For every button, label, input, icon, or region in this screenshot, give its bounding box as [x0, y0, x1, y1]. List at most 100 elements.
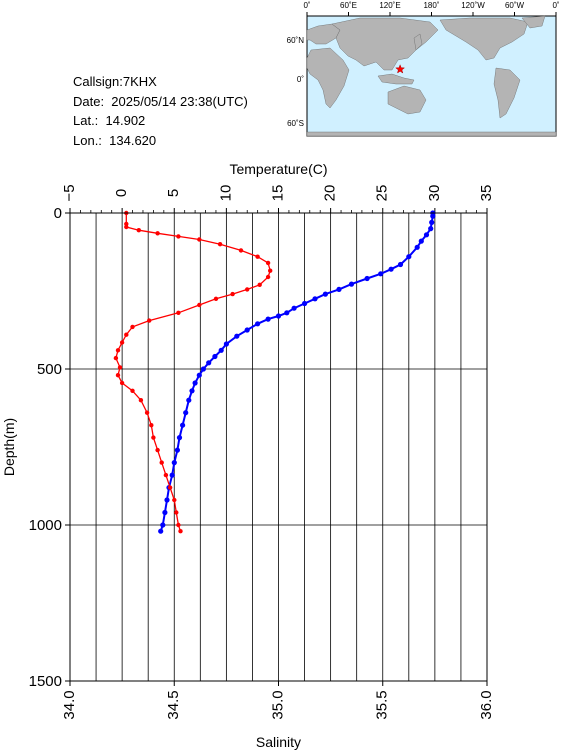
depth-tick-label: 0	[54, 205, 62, 222]
salinity-point	[172, 497, 177, 503]
temperature-point	[206, 360, 212, 366]
salinity-point	[238, 248, 244, 253]
temperature-axis-ticks: −5 0 5 10 15 20 25 30 35	[61, 184, 495, 213]
temperature-point	[423, 232, 430, 238]
salinity-point	[149, 423, 154, 428]
land-africa	[306, 47, 350, 109]
salinity-point	[138, 398, 144, 403]
grid-lines	[70, 213, 487, 681]
salinity-point	[151, 435, 156, 440]
salinity-point	[197, 302, 202, 308]
salinity-point	[159, 460, 164, 465]
salinity-point	[119, 340, 125, 345]
temperature-point	[192, 380, 198, 386]
salinity-tick-label: 34.0	[61, 690, 78, 719]
temperature-axis-title: Temperature(C)	[229, 161, 327, 177]
salinity-point	[115, 373, 121, 378]
salinity-point	[155, 231, 160, 236]
land-north-america	[439, 17, 529, 61]
station-info: Callsign:7KHX Date: 2025/05/14 23:38(UTC…	[73, 72, 248, 150]
temperature-point	[406, 254, 412, 260]
salinity-point	[124, 332, 129, 337]
temperature-tick-label: 30	[426, 185, 443, 202]
salinity-point	[144, 410, 150, 415]
depth-tick-label: 500	[37, 361, 62, 378]
map-top-tick-label: 60˚W	[505, 1, 525, 10]
temperature-point	[218, 347, 224, 353]
temperature-tick-label: 0	[113, 189, 130, 197]
salinity-point	[163, 472, 169, 478]
temperature-point	[378, 271, 384, 277]
land-japan	[413, 33, 423, 51]
temperature-tick-label: −5	[61, 184, 78, 201]
temperature-point	[183, 410, 189, 416]
salinity-point	[124, 224, 129, 230]
temperature-point	[158, 528, 164, 534]
salinity-point	[147, 318, 152, 323]
map-top-tick-label: 0˚	[303, 1, 310, 10]
temperature-point	[171, 460, 177, 466]
temperature-point	[302, 300, 308, 307]
temperature-point	[255, 321, 261, 327]
temperature-point	[348, 281, 355, 287]
map-latitude-labels: 60˚N 0˚ 60˚S	[287, 36, 305, 128]
salinity-point	[178, 529, 183, 534]
temperature-point	[164, 497, 170, 503]
salinity-point	[176, 234, 181, 239]
temperature-point	[291, 305, 297, 311]
temperature-point	[189, 388, 195, 394]
land-greenland	[521, 15, 546, 29]
temperature-point	[176, 435, 183, 441]
map-top-tick-label: 120˚E	[379, 1, 400, 10]
map-top-tick-label: 120˚W	[461, 1, 485, 10]
temperature-point	[364, 275, 370, 282]
temperature-point	[160, 522, 166, 528]
salinity-point	[268, 268, 273, 273]
map-land	[306, 15, 557, 137]
temperature-point	[234, 333, 240, 339]
land-indonesia	[377, 73, 415, 85]
temperature-point	[169, 472, 175, 478]
salinity-point	[197, 237, 202, 242]
map-top-ticks: 0˚ 60˚E 120˚E 180˚ 120˚W 60˚W 0˚	[303, 1, 560, 16]
temperature-point	[284, 310, 290, 316]
salinity-point	[176, 522, 181, 528]
map-top-tick-label: 0˚	[552, 1, 559, 10]
salinity-point	[115, 348, 121, 353]
temperature-point	[336, 286, 342, 292]
temperature-tick-label: 20	[322, 185, 339, 202]
salinity-point	[124, 221, 129, 227]
temperature-point	[244, 327, 250, 333]
salinity-axis-ticks: 34.0 34.5 35.0 35.5 36.0	[61, 681, 495, 720]
date-text: Date: 2025/05/14 23:38(UTC)	[73, 93, 248, 109]
land-europe	[306, 23, 341, 45]
latitude-text: Lat.: 14.902	[73, 113, 146, 128]
salinity-point	[176, 310, 181, 315]
map-lat-label: 0˚	[297, 75, 304, 84]
salinity-tick-label: 35.0	[269, 690, 286, 719]
salinity-point	[245, 287, 250, 292]
plot-frame	[69, 212, 488, 682]
temperature-point	[275, 313, 282, 319]
salinity-axis-title: Salinity	[256, 734, 301, 750]
temperature-point	[414, 244, 420, 250]
map-top-tick-label: 60˚E	[340, 1, 357, 10]
map-lat-label: 60˚N	[287, 36, 305, 45]
temperature-point	[397, 261, 404, 268]
salinity-point	[265, 274, 271, 280]
land-antarctica	[306, 131, 557, 137]
depth-tick-label: 1500	[29, 673, 62, 690]
depth-tick-label: 1000	[29, 517, 62, 534]
temperature-point	[418, 238, 424, 244]
salinity-point	[119, 380, 125, 386]
map-lat-label: 60˚S	[287, 119, 304, 128]
temperature-tick-label: 5	[165, 189, 182, 197]
temperature-point	[174, 447, 180, 453]
temperature-point	[312, 296, 318, 302]
land-australia	[387, 85, 427, 115]
temperature-point	[388, 266, 394, 272]
salinity-point	[130, 388, 135, 393]
temperature-point	[162, 509, 168, 516]
